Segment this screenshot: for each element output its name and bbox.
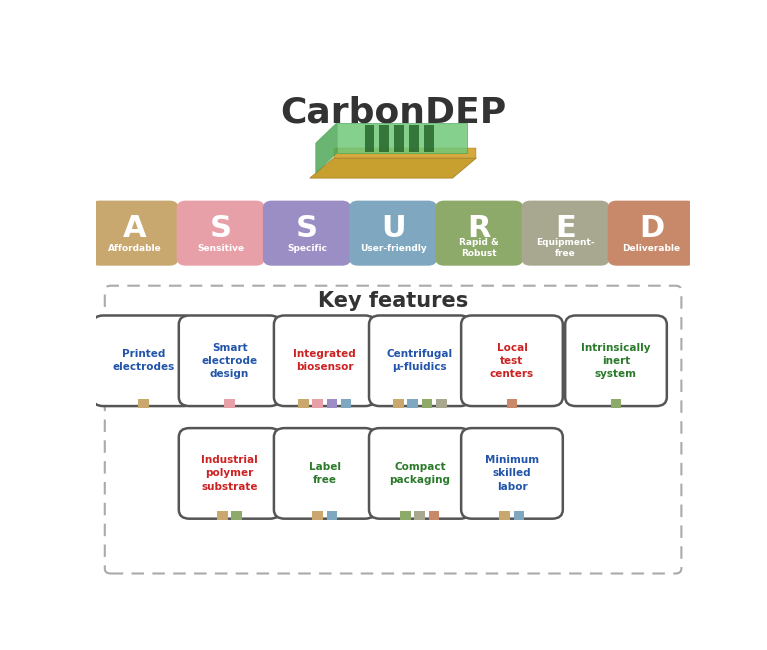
- FancyBboxPatch shape: [274, 315, 376, 406]
- Text: Label
free: Label free: [309, 462, 341, 485]
- FancyBboxPatch shape: [393, 399, 403, 408]
- Text: Equipment-
free: Equipment- free: [536, 239, 594, 258]
- Polygon shape: [424, 125, 433, 151]
- Text: U: U: [380, 214, 406, 242]
- Polygon shape: [316, 123, 337, 173]
- Text: Key features: Key features: [318, 291, 468, 311]
- FancyBboxPatch shape: [429, 512, 439, 521]
- FancyBboxPatch shape: [407, 399, 418, 408]
- Polygon shape: [310, 158, 476, 178]
- FancyBboxPatch shape: [400, 512, 411, 521]
- Polygon shape: [380, 125, 389, 151]
- FancyBboxPatch shape: [179, 428, 281, 519]
- Text: Industrial
polymer
substrate: Industrial polymer substrate: [201, 455, 258, 491]
- FancyBboxPatch shape: [232, 512, 242, 521]
- FancyBboxPatch shape: [514, 512, 525, 521]
- FancyBboxPatch shape: [327, 399, 337, 408]
- Text: Printed
electrodes: Printed electrodes: [112, 349, 175, 372]
- FancyBboxPatch shape: [179, 315, 281, 406]
- Text: S: S: [209, 214, 232, 242]
- Text: Specific: Specific: [287, 244, 327, 253]
- FancyBboxPatch shape: [499, 512, 510, 521]
- Text: A: A: [123, 214, 146, 242]
- Text: Rapid &
Robust: Rapid & Robust: [459, 239, 499, 258]
- FancyBboxPatch shape: [263, 201, 351, 266]
- Text: Smart
electrode
design: Smart electrode design: [202, 343, 258, 379]
- Text: S: S: [296, 214, 318, 242]
- FancyBboxPatch shape: [176, 201, 265, 266]
- FancyBboxPatch shape: [369, 428, 471, 519]
- Text: Deliverable: Deliverable: [623, 244, 681, 253]
- Text: Compact
packaging: Compact packaging: [390, 462, 450, 485]
- Text: User-friendly: User-friendly: [360, 244, 426, 253]
- FancyBboxPatch shape: [436, 399, 446, 408]
- FancyBboxPatch shape: [138, 399, 149, 408]
- Text: Intrinsically
inert
system: Intrinsically inert system: [581, 343, 650, 379]
- Text: Centrifugal
μ-fluidics: Centrifugal μ-fluidics: [387, 349, 453, 372]
- Text: E: E: [555, 214, 576, 242]
- Text: Sensitive: Sensitive: [197, 244, 244, 253]
- FancyBboxPatch shape: [422, 399, 433, 408]
- Text: CarbonDEP: CarbonDEP: [280, 96, 506, 129]
- FancyBboxPatch shape: [341, 399, 351, 408]
- FancyBboxPatch shape: [91, 201, 179, 266]
- FancyBboxPatch shape: [224, 399, 235, 408]
- FancyBboxPatch shape: [312, 512, 323, 521]
- FancyBboxPatch shape: [611, 399, 621, 408]
- Text: Integrated
biosensor: Integrated biosensor: [293, 349, 356, 372]
- Text: R: R: [468, 214, 491, 242]
- FancyBboxPatch shape: [298, 399, 308, 408]
- Polygon shape: [394, 125, 403, 151]
- FancyBboxPatch shape: [461, 428, 563, 519]
- FancyBboxPatch shape: [274, 428, 376, 519]
- FancyBboxPatch shape: [507, 399, 517, 408]
- FancyBboxPatch shape: [93, 315, 194, 406]
- Polygon shape: [337, 123, 467, 153]
- FancyBboxPatch shape: [461, 315, 563, 406]
- FancyBboxPatch shape: [436, 201, 523, 266]
- FancyBboxPatch shape: [327, 512, 337, 521]
- FancyBboxPatch shape: [607, 201, 696, 266]
- Text: Local
test
centers: Local test centers: [490, 343, 534, 379]
- FancyBboxPatch shape: [217, 512, 228, 521]
- FancyBboxPatch shape: [522, 201, 610, 266]
- FancyBboxPatch shape: [414, 512, 425, 521]
- FancyBboxPatch shape: [369, 315, 471, 406]
- Text: D: D: [639, 214, 664, 242]
- Polygon shape: [334, 148, 476, 158]
- FancyBboxPatch shape: [349, 201, 437, 266]
- FancyBboxPatch shape: [565, 315, 667, 406]
- Polygon shape: [364, 125, 374, 151]
- Text: Minimum
skilled
labor: Minimum skilled labor: [485, 455, 539, 491]
- Polygon shape: [409, 125, 419, 151]
- Text: Affordable: Affordable: [107, 244, 161, 253]
- FancyBboxPatch shape: [312, 399, 323, 408]
